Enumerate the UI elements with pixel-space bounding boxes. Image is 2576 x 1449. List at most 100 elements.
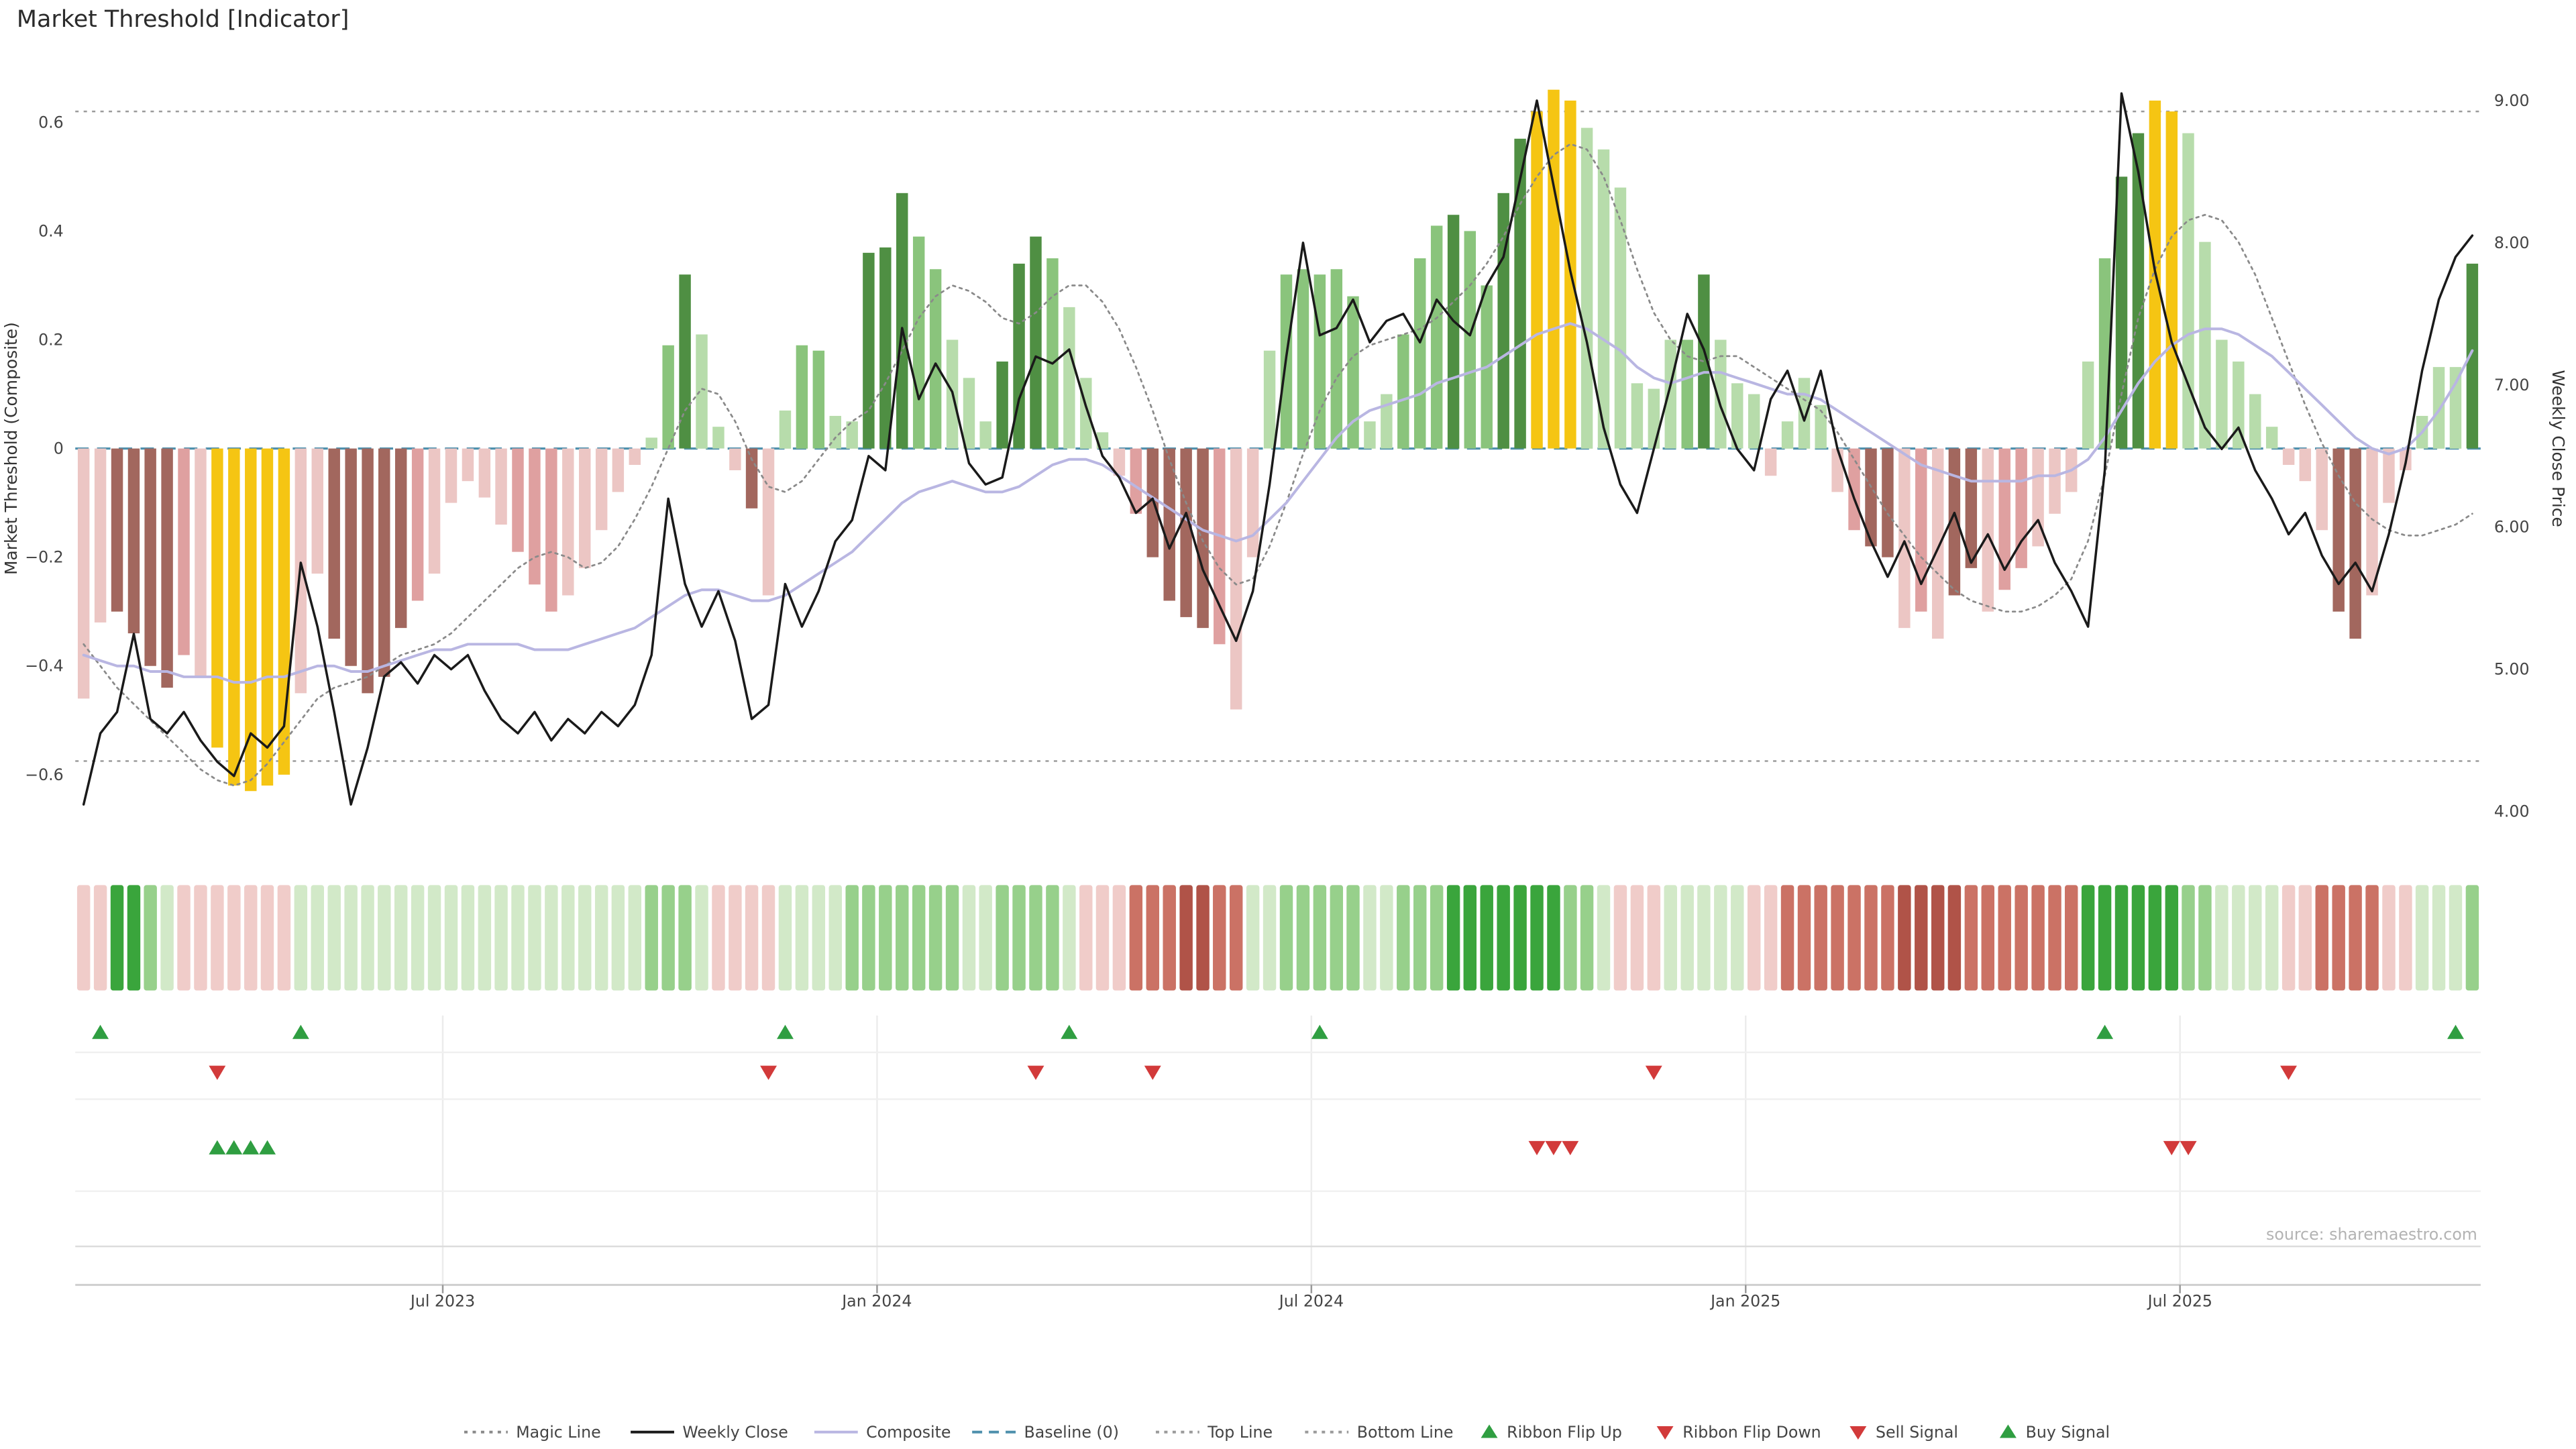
- ribbon-cell: [1597, 885, 1611, 991]
- ribbon-flip-up-icon: [1311, 1024, 1328, 1039]
- threshold-bar: [245, 448, 257, 792]
- legend-label: Buy Signal: [2026, 1423, 2110, 1442]
- legend-label: Ribbon Flip Down: [1682, 1423, 1821, 1442]
- ribbon-cell: [444, 885, 458, 991]
- ribbon-cell: [729, 885, 742, 991]
- threshold-bar: [1430, 225, 1443, 449]
- ribbon-cell: [1112, 885, 1126, 991]
- threshold-bar: [1397, 334, 1409, 449]
- threshold-bar: [2265, 427, 2278, 449]
- sell-signal-icon: [1562, 1140, 1579, 1156]
- ribbon-strip: [76, 885, 2479, 991]
- ribbon-cell: [1163, 885, 1176, 991]
- right-axis-tick-label: 9.00: [2494, 91, 2530, 110]
- ribbon-cell: [93, 885, 107, 991]
- ribbon-cell: [611, 885, 625, 991]
- ribbon-cell: [862, 885, 875, 991]
- ribbon-cell: [1063, 885, 1076, 991]
- threshold-bar: [1214, 448, 1226, 645]
- buy-signal-icon: [225, 1140, 243, 1155]
- ribbon-cell: [2415, 885, 2429, 991]
- ribbon-cell: [378, 885, 391, 991]
- threshold-bar: [595, 448, 608, 531]
- ribbon-cell: [2315, 885, 2328, 991]
- ribbon-cell: [1012, 885, 1026, 991]
- legend-item-ribbon-flip-up: Ribbon Flip Up: [1481, 1423, 1622, 1442]
- ribbon-cell: [2148, 885, 2162, 991]
- ribbon-cell: [1931, 885, 1945, 991]
- ribbon-cell: [912, 885, 926, 991]
- ribbon-cell: [2249, 885, 2262, 991]
- ribbon-cell: [678, 885, 692, 991]
- threshold-bar: [612, 448, 625, 492]
- ribbon-cell: [1397, 885, 1410, 991]
- ribbon-cell: [1079, 885, 1093, 991]
- source-text: source: sharemaestro.com: [2266, 1225, 2477, 1244]
- ribbon-cell: [1179, 885, 1193, 991]
- threshold-bar: [445, 448, 458, 503]
- threshold-bar: [1180, 448, 1192, 617]
- ribbon-cell: [2031, 885, 2045, 991]
- threshold-bar: [1381, 394, 1393, 449]
- ribbon-cell: [344, 885, 358, 991]
- right-axis-tick-label: 5.00: [2494, 660, 2530, 679]
- threshold-bar: [796, 345, 808, 449]
- ribbon-cell: [1564, 885, 1577, 991]
- ribbon-cell: [2349, 885, 2362, 991]
- threshold-bar: [1764, 448, 1777, 476]
- right-axis-title: Weekly Close Price: [2548, 370, 2568, 527]
- threshold-bar: [679, 274, 691, 449]
- ribbon-cell: [361, 885, 374, 991]
- threshold-bar: [846, 421, 858, 449]
- ribbon-flip-up-icon: [777, 1024, 794, 1039]
- legend-item-top-line: Top Line: [1155, 1423, 1273, 1442]
- ribbon-cell: [411, 885, 425, 991]
- sell-signal-icon: [2180, 1140, 2197, 1156]
- ribbon-cell: [1981, 885, 1995, 991]
- threshold-bar: [1865, 448, 1877, 547]
- threshold-bar: [178, 448, 190, 655]
- left-axis-tick-label: −0.4: [25, 657, 63, 676]
- triangle-down-icon: [1849, 1426, 1867, 1440]
- threshold-bar: [2049, 448, 2061, 514]
- ribbon-cell: [2465, 885, 2479, 991]
- right-axis-ticks: 9.00 8.00 7.00 6.00 5.00 4.00: [2494, 91, 2530, 821]
- threshold-bar: [1648, 388, 1660, 449]
- legend-label: Bottom Line: [1357, 1423, 1454, 1442]
- ribbon-cell: [2064, 885, 2078, 991]
- reference-lines: [75, 110, 2481, 762]
- ribbon-cell: [2265, 885, 2279, 991]
- ribbon-cell: [2048, 885, 2061, 991]
- ribbon-cell: [1898, 885, 1911, 991]
- threshold-bar: [77, 448, 90, 699]
- ribbon-flip-down-icon: [1645, 1065, 1662, 1080]
- threshold-bar: [1313, 274, 1326, 449]
- ribbon-flip-up-icon: [1061, 1024, 1078, 1039]
- ribbon-cell: [144, 885, 157, 991]
- ribbon-flip-up-icon: [292, 1024, 309, 1039]
- ribbon-cell: [1029, 885, 1042, 991]
- triangle-up-icon: [1999, 1424, 2017, 1438]
- ribbon-cell: [1680, 885, 1694, 991]
- ribbon-cell: [2449, 885, 2463, 991]
- threshold-bar: [812, 350, 825, 449]
- ribbon-cell: [1530, 885, 1544, 991]
- threshold-bar: [512, 448, 524, 552]
- x-axis-tick-label: Jan 2025: [1709, 1292, 1780, 1311]
- sell-signal-icon: [1545, 1140, 1562, 1156]
- legend-item-magic-line: Magic Line: [464, 1423, 601, 1442]
- legend-item-bottom-line: Bottom Line: [1305, 1423, 1453, 1442]
- threshold-bar: [2449, 367, 2462, 449]
- threshold-bar: [161, 448, 173, 688]
- x-axis-tick-label: Jul 2025: [2147, 1292, 2212, 1311]
- threshold-bar: [2082, 361, 2094, 449]
- page-title: Market Threshold [Indicator]: [17, 6, 349, 33]
- ribbon-cell: [461, 885, 475, 991]
- ribbon-cell: [227, 885, 241, 991]
- sell-signal-icon: [1528, 1140, 1546, 1156]
- threshold-bar: [2316, 448, 2328, 531]
- ribbon-cell: [2282, 885, 2296, 991]
- threshold-bar: [1230, 448, 1242, 710]
- threshold-bar: [1548, 89, 1560, 449]
- threshold-bar: [1681, 339, 1693, 449]
